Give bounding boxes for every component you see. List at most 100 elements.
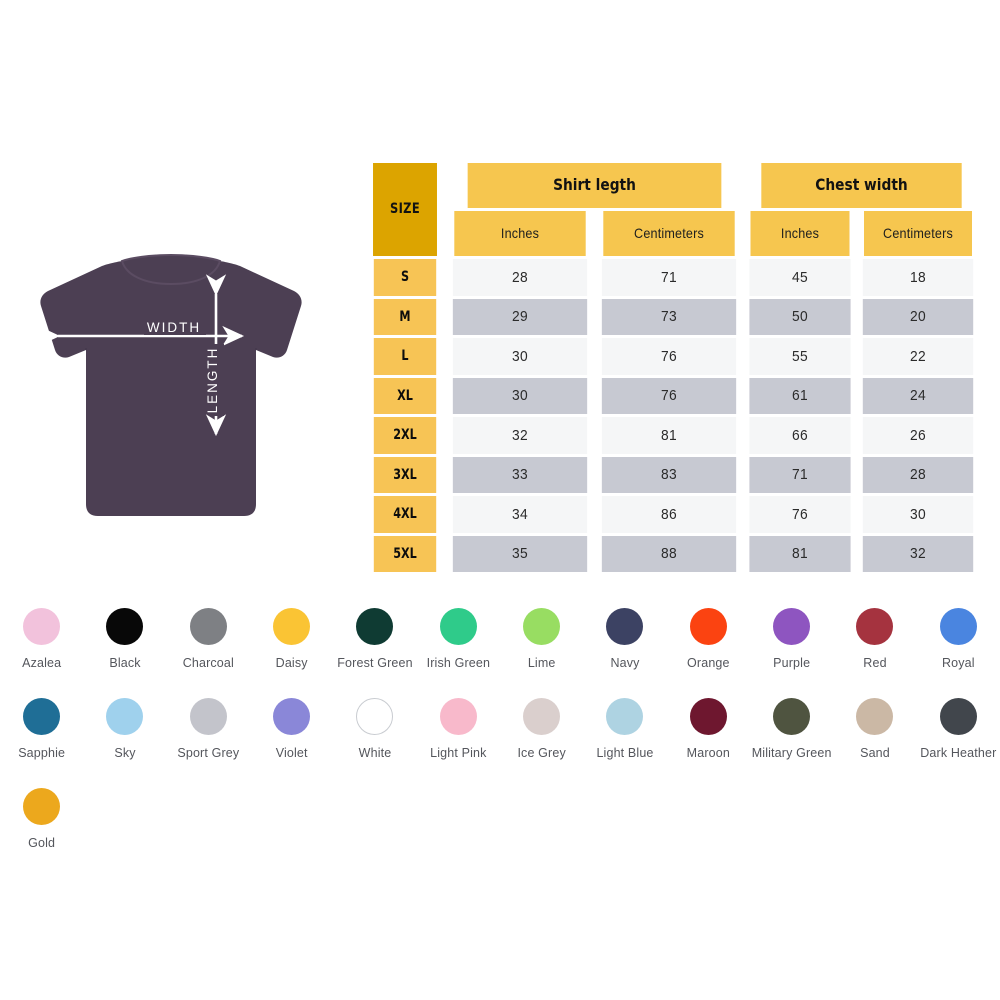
size-label-s: S <box>373 259 437 296</box>
color-swatch-military-green[interactable]: Military Green <box>750 697 833 761</box>
color-swatch-azalea[interactable]: Azalea <box>0 608 83 671</box>
color-label-black: Black <box>109 656 141 670</box>
color-label-white: White <box>358 745 392 760</box>
cell-3xl-chest-cm: 28 <box>862 456 974 493</box>
table-header-length-inches: Inches <box>454 211 586 256</box>
color-swatch-orange[interactable]: Orange <box>667 608 750 671</box>
cell-xl-length-in: 30 <box>452 377 588 414</box>
color-label-purple: Purple <box>773 656 811 670</box>
color-swatch-white[interactable]: White <box>333 697 416 761</box>
color-swatch-light-pink[interactable]: Light Pink <box>417 697 500 761</box>
color-dot-irish-green[interactable] <box>439 608 477 645</box>
color-swatch-row-2: Sapphie Sky Sport Grey Violet White Light Pin… <box>0 697 1000 761</box>
cell-m-length-cm: 73 <box>601 298 737 335</box>
color-swatch-forest-green[interactable]: Forest Green <box>333 608 416 671</box>
color-swatch-daisy[interactable]: Daisy <box>250 608 333 671</box>
cell-l-length-cm: 76 <box>601 338 737 375</box>
color-dot-charcoal[interactable] <box>189 608 227 645</box>
color-dot-royal[interactable] <box>939 608 977 645</box>
color-swatch-dark-heather[interactable]: Dark Heather <box>917 697 1000 761</box>
color-swatch-red[interactable]: Red <box>833 608 916 671</box>
color-swatch-purple[interactable]: Purple <box>750 608 833 671</box>
color-label-military-green: Military Green <box>751 745 832 760</box>
cell-4xl-chest-in: 76 <box>749 496 851 533</box>
color-swatch-irish-green[interactable]: Irish Green <box>417 608 500 671</box>
color-dot-sport-grey[interactable] <box>189 697 227 735</box>
cell-4xl-length-in: 34 <box>452 496 588 533</box>
size-label-4xl: 4XL <box>373 496 437 533</box>
cell-xl-length-cm: 76 <box>601 377 737 414</box>
color-label-dark-heather: Dark Heather <box>920 745 997 760</box>
color-label-daisy: Daisy <box>275 656 308 670</box>
color-dot-black[interactable] <box>106 608 144 645</box>
color-dot-gold[interactable] <box>23 787 61 825</box>
color-dot-azalea[interactable] <box>23 608 61 645</box>
color-swatch-charcoal[interactable]: Charcoal <box>167 608 250 671</box>
table-header-length-centimeters: Centimeters <box>603 211 735 256</box>
color-dot-navy[interactable] <box>606 608 644 645</box>
cell-5xl-length-in: 35 <box>452 535 588 572</box>
color-swatch-area: Azalea Black Charcoal Daisy Forest Green Iris… <box>0 608 1000 850</box>
color-swatch-ice-grey[interactable]: Ice Grey <box>500 697 583 761</box>
color-dot-daisy[interactable] <box>273 608 311 645</box>
color-dot-violet[interactable] <box>273 697 311 735</box>
color-dot-sapphie[interactable] <box>23 697 61 735</box>
color-label-navy: Navy <box>610 656 640 670</box>
color-dot-red[interactable] <box>856 608 894 645</box>
color-dot-white[interactable] <box>356 697 394 735</box>
color-swatch-sapphie[interactable]: Sapphie <box>0 697 83 761</box>
color-label-sand: Sand <box>860 745 890 760</box>
color-label-light-pink: Light Pink <box>430 745 487 760</box>
color-dot-lime[interactable] <box>523 608 561 645</box>
size-label-5xl: 5XL <box>373 535 437 572</box>
color-dot-purple[interactable] <box>773 608 811 645</box>
cell-s-length-in: 28 <box>452 259 588 296</box>
color-swatch-navy[interactable]: Navy <box>583 608 666 671</box>
table-header-chest-width: Chest width <box>761 163 962 208</box>
color-swatch-black[interactable]: Black <box>83 608 166 671</box>
cell-2xl-chest-in: 66 <box>749 417 851 454</box>
color-dot-dark-heather[interactable] <box>939 697 977 735</box>
color-label-red: Red <box>863 656 887 670</box>
color-label-sapphie: Sapphie <box>18 745 66 760</box>
color-label-charcoal: Charcoal <box>182 656 234 670</box>
color-dot-military-green[interactable] <box>773 697 811 735</box>
color-dot-ice-grey[interactable] <box>523 697 561 735</box>
cell-2xl-chest-cm: 26 <box>862 417 974 454</box>
color-label-maroon: Maroon <box>686 745 730 760</box>
size-label-2xl: 2XL <box>373 417 437 454</box>
size-label-l: L <box>373 338 437 375</box>
table-header-chest-centimeters: Centimeters <box>864 211 972 256</box>
color-dot-sky[interactable] <box>106 697 144 735</box>
color-label-royal: Royal <box>941 656 975 670</box>
cell-l-length-in: 30 <box>452 338 588 375</box>
color-swatch-violet[interactable]: Violet <box>250 697 333 761</box>
cell-4xl-chest-cm: 30 <box>862 496 974 533</box>
color-swatch-royal[interactable]: Royal <box>917 608 1000 671</box>
color-swatch-maroon[interactable]: Maroon <box>667 697 750 761</box>
cell-s-chest-cm: 18 <box>862 259 974 296</box>
cell-s-chest-in: 45 <box>749 259 851 296</box>
color-dot-forest-green[interactable] <box>356 608 394 645</box>
color-swatch-lime[interactable]: Lime <box>500 608 583 671</box>
color-swatch-light-blue[interactable]: Light Blue <box>583 697 666 761</box>
table-header-chest-inches: Inches <box>750 211 850 256</box>
color-swatch-sky[interactable]: Sky <box>83 697 166 761</box>
length-label: LENGTH <box>205 347 220 414</box>
color-swatch-sport-grey[interactable]: Sport Grey <box>167 697 250 761</box>
color-swatch-sand[interactable]: Sand <box>833 697 916 761</box>
size-label-3xl: 3XL <box>373 456 437 493</box>
cell-2xl-length-in: 32 <box>452 417 588 454</box>
color-dot-light-pink[interactable] <box>439 697 477 735</box>
cell-3xl-length-in: 33 <box>452 456 588 493</box>
cell-m-chest-cm: 20 <box>862 298 974 335</box>
color-dot-sand[interactable] <box>856 697 894 735</box>
color-swatch-gold[interactable]: Gold <box>0 787 83 851</box>
color-dot-maroon[interactable] <box>689 697 727 735</box>
size-label-xl: XL <box>373 377 437 414</box>
color-dot-orange[interactable] <box>689 608 727 645</box>
color-label-orange: Orange <box>687 656 730 670</box>
color-label-irish-green: Irish Green <box>426 656 491 670</box>
color-dot-light-blue[interactable] <box>606 697 644 735</box>
